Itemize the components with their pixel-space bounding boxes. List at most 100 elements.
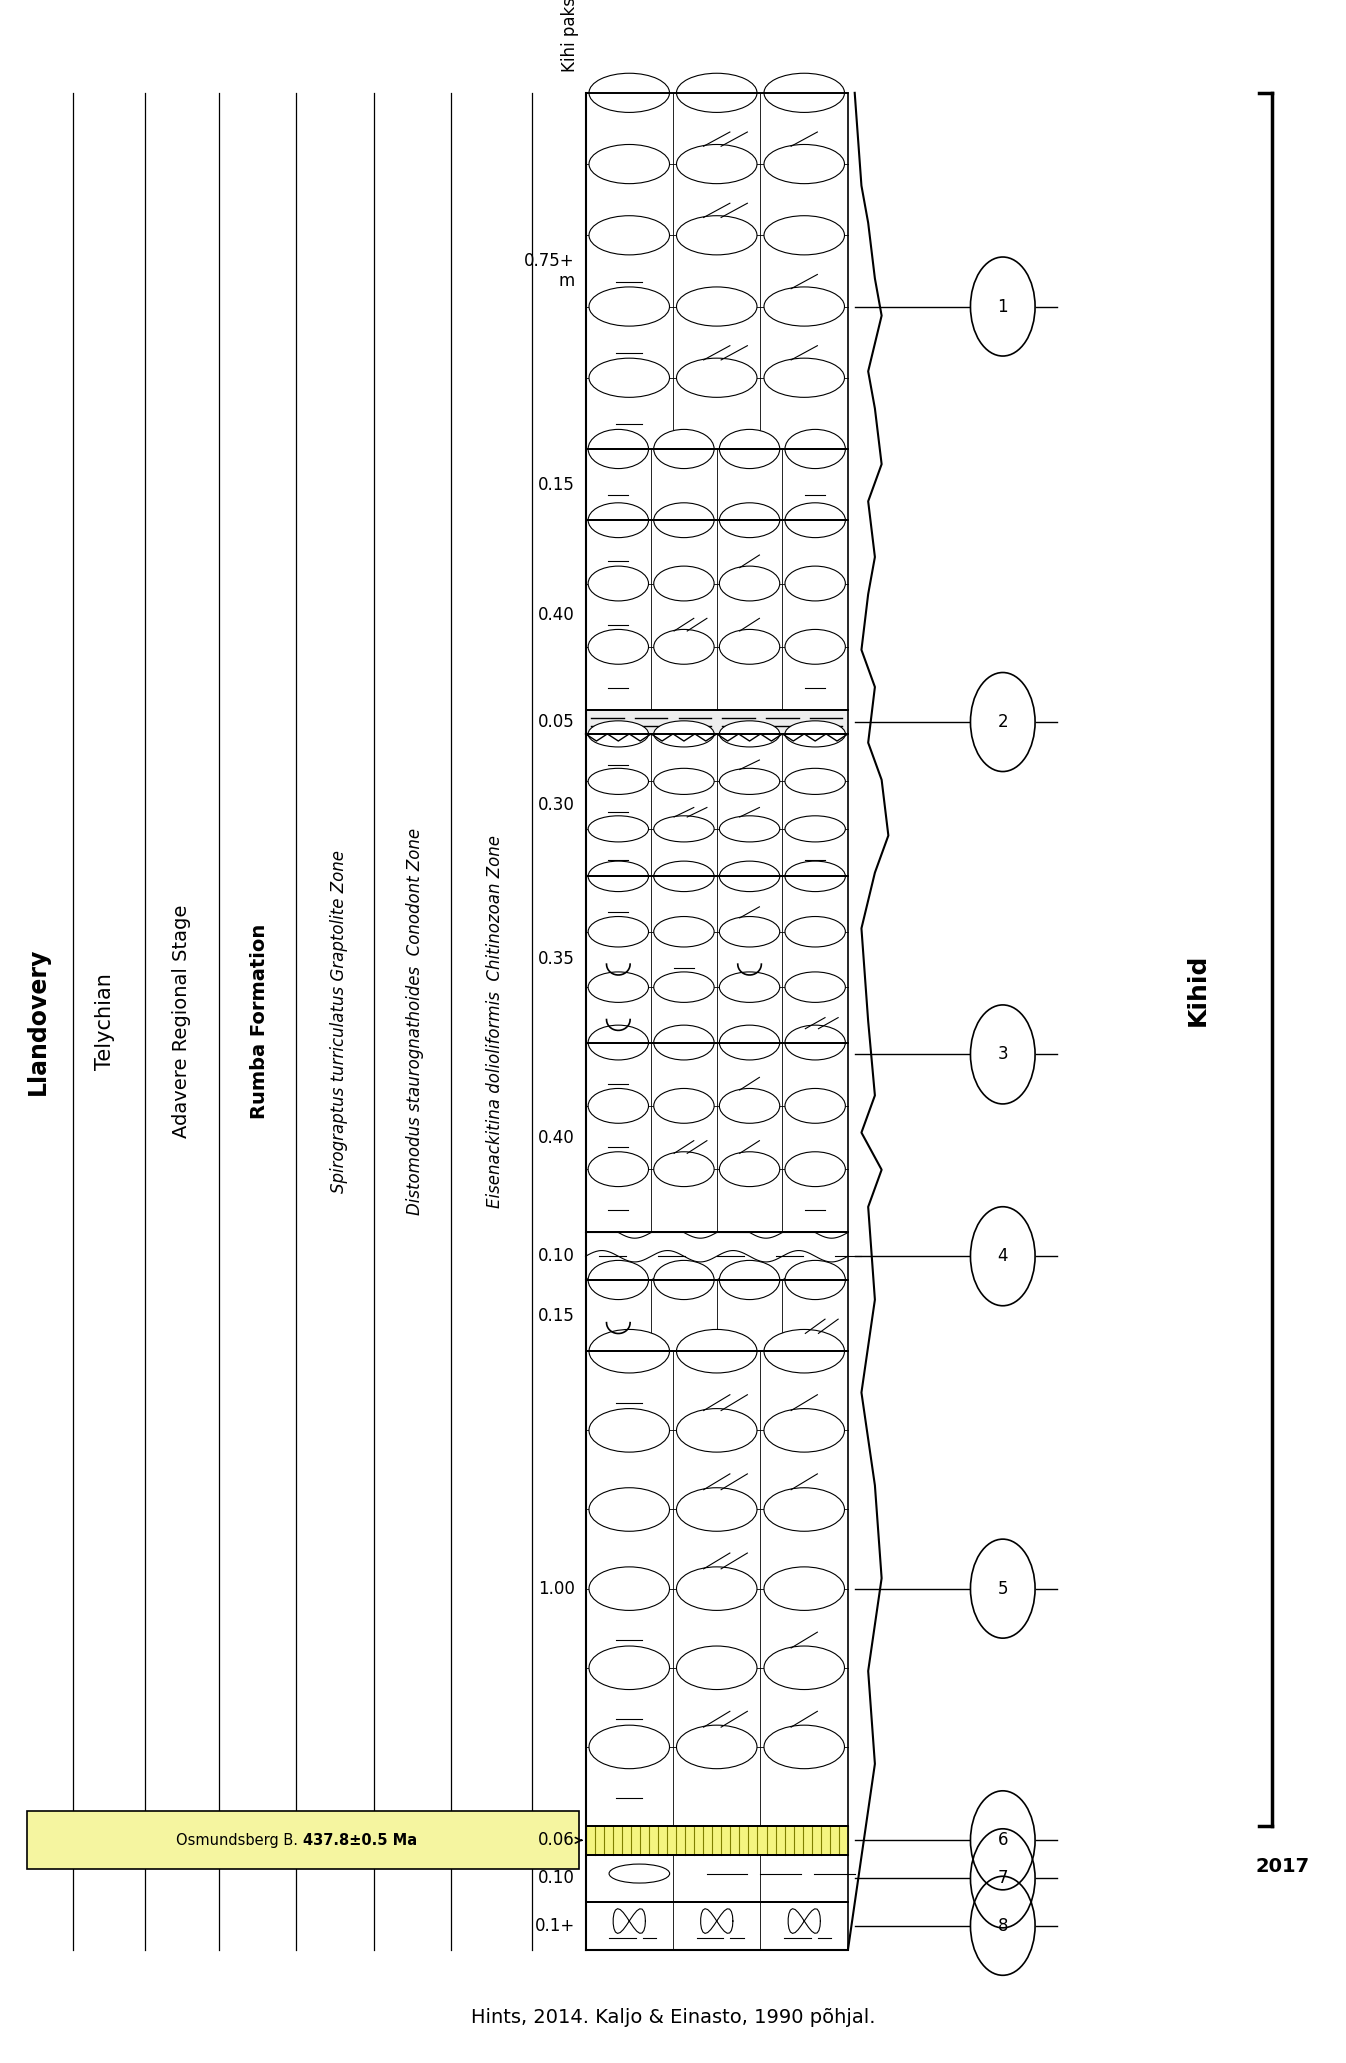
Ellipse shape: [765, 1409, 844, 1452]
Ellipse shape: [719, 565, 779, 600]
Ellipse shape: [677, 1725, 756, 1768]
Ellipse shape: [654, 815, 715, 842]
Text: 5: 5: [997, 1580, 1008, 1597]
Ellipse shape: [677, 287, 756, 326]
Bar: [586, 450, 848, 520]
Ellipse shape: [588, 767, 649, 794]
Ellipse shape: [677, 1568, 756, 1611]
Ellipse shape: [588, 1025, 649, 1060]
Bar: [586, 93, 848, 450]
Ellipse shape: [588, 972, 649, 1003]
Ellipse shape: [785, 1089, 845, 1122]
Ellipse shape: [677, 74, 756, 111]
Ellipse shape: [590, 1409, 669, 1452]
Text: 3: 3: [997, 1046, 1008, 1062]
Bar: [586, 520, 848, 710]
Ellipse shape: [785, 767, 845, 794]
Ellipse shape: [590, 359, 669, 398]
Ellipse shape: [588, 565, 649, 600]
Text: Osmundsberg B.: Osmundsberg B.: [176, 1832, 303, 1848]
Bar: [586, 1279, 848, 1351]
Text: 0.1+: 0.1+: [534, 1917, 575, 1935]
Bar: [586, 877, 848, 1042]
Ellipse shape: [654, 629, 715, 664]
Ellipse shape: [588, 860, 649, 891]
Bar: [586, 1826, 848, 1855]
Ellipse shape: [654, 1089, 715, 1122]
Ellipse shape: [590, 217, 669, 256]
Text: 7: 7: [997, 1869, 1008, 1888]
Ellipse shape: [654, 720, 715, 747]
Ellipse shape: [785, 565, 845, 600]
Text: 0.05: 0.05: [538, 714, 575, 730]
Ellipse shape: [765, 1329, 844, 1374]
Ellipse shape: [588, 503, 649, 538]
Ellipse shape: [785, 972, 845, 1003]
Ellipse shape: [677, 217, 756, 256]
Ellipse shape: [765, 1646, 844, 1690]
Bar: [586, 1902, 848, 1950]
Ellipse shape: [719, 972, 779, 1003]
Ellipse shape: [719, 916, 779, 947]
Ellipse shape: [785, 720, 845, 747]
Bar: [586, 1826, 848, 1855]
Ellipse shape: [654, 860, 715, 891]
Bar: [586, 1232, 848, 1279]
Text: Llandovery: Llandovery: [26, 947, 50, 1095]
Ellipse shape: [677, 1329, 756, 1374]
Text: Eisenackitina dolioliformis  Chitinozoan Zone: Eisenackitina dolioliformis Chitinozoan …: [486, 836, 505, 1207]
Ellipse shape: [654, 972, 715, 1003]
Text: 6: 6: [997, 1832, 1008, 1848]
Text: 0.06: 0.06: [538, 1832, 575, 1848]
Bar: [586, 710, 848, 734]
Ellipse shape: [588, 629, 649, 664]
Ellipse shape: [588, 916, 649, 947]
Ellipse shape: [785, 860, 845, 891]
Ellipse shape: [654, 503, 715, 538]
Text: Kihi paksus: Kihi paksus: [561, 0, 579, 72]
Text: 4: 4: [997, 1248, 1008, 1265]
Text: Rumba Formation: Rumba Formation: [250, 924, 269, 1118]
Ellipse shape: [719, 1025, 779, 1060]
Bar: [586, 1855, 848, 1902]
Ellipse shape: [590, 1329, 669, 1374]
Text: Kihid: Kihid: [1186, 953, 1210, 1027]
Text: Hints, 2014. Kaljo & Einasto, 1990 põhjal.: Hints, 2014. Kaljo & Einasto, 1990 põhja…: [471, 2007, 875, 2028]
Bar: [586, 1042, 848, 1232]
Text: 2: 2: [997, 714, 1008, 730]
Bar: [586, 1279, 848, 1351]
Ellipse shape: [785, 503, 845, 538]
Text: 0.15: 0.15: [538, 1306, 575, 1324]
Ellipse shape: [785, 1025, 845, 1060]
Text: 437.8±0.5 Ma: 437.8±0.5 Ma: [303, 1832, 417, 1848]
Ellipse shape: [785, 429, 845, 468]
Ellipse shape: [608, 1865, 669, 1884]
Bar: [586, 1902, 848, 1950]
Ellipse shape: [785, 916, 845, 947]
Bar: [586, 734, 848, 877]
Text: 1: 1: [997, 297, 1008, 316]
Text: 0.35: 0.35: [538, 951, 575, 968]
Ellipse shape: [654, 916, 715, 947]
Bar: [586, 1351, 848, 1826]
Polygon shape: [586, 93, 888, 1950]
Ellipse shape: [588, 720, 649, 747]
Ellipse shape: [765, 74, 844, 111]
Text: 0.40: 0.40: [538, 1128, 575, 1147]
Ellipse shape: [588, 1151, 649, 1186]
Ellipse shape: [590, 144, 669, 184]
Bar: [586, 1855, 848, 1902]
Ellipse shape: [719, 629, 779, 664]
Ellipse shape: [785, 629, 845, 664]
Text: Distomodus staurognathoides  Conodont Zone: Distomodus staurognathoides Conodont Zon…: [405, 827, 424, 1215]
Ellipse shape: [719, 1151, 779, 1186]
Ellipse shape: [719, 815, 779, 842]
Ellipse shape: [654, 565, 715, 600]
Text: 0.40: 0.40: [538, 607, 575, 625]
Ellipse shape: [785, 1260, 845, 1300]
Ellipse shape: [590, 1646, 669, 1690]
Text: 0.30: 0.30: [538, 796, 575, 815]
Text: 0.10: 0.10: [538, 1248, 575, 1265]
Ellipse shape: [677, 359, 756, 398]
Ellipse shape: [719, 720, 779, 747]
